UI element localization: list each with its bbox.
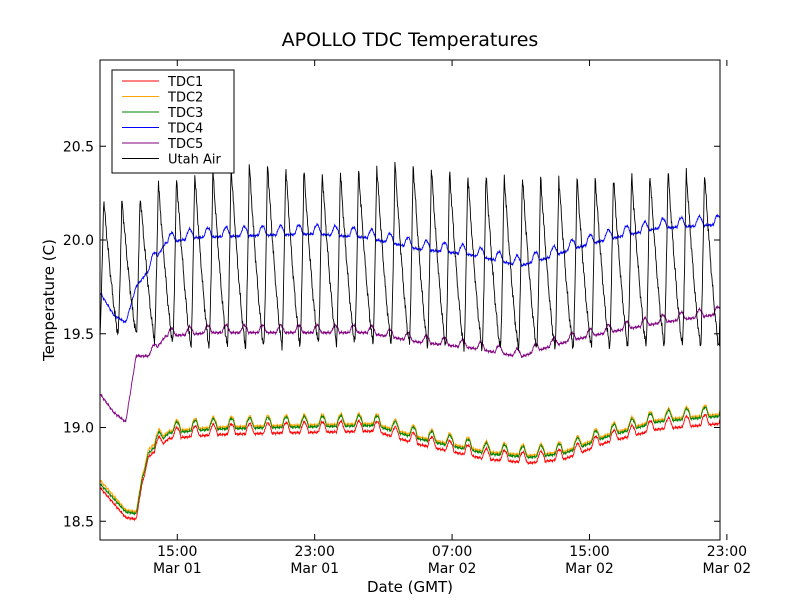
legend-label: TDC3 (167, 106, 203, 121)
x-tick-date-label: Mar 02 (703, 561, 752, 577)
legend-label: Utah Air (168, 153, 221, 168)
legend-box (111, 69, 235, 174)
x-tick-time-label: 15:00 (569, 544, 609, 560)
y-tick-label: 20.5 (63, 139, 94, 155)
y-tick-label: 19.0 (63, 421, 94, 437)
legend-label: TDC5 (167, 137, 203, 152)
x-tick-date-label: Mar 01 (290, 561, 339, 577)
x-tick-time-label: 23:00 (707, 544, 747, 560)
series-line-tdc3 (100, 406, 720, 516)
y-tick-label: 20.0 (63, 233, 94, 249)
x-tick-date-label: Mar 01 (153, 561, 202, 577)
legend-label: TDC2 (167, 91, 203, 106)
series-layer (100, 161, 720, 522)
series-line-tdc1 (100, 413, 720, 522)
y-tick-label: 19.5 (63, 327, 94, 343)
legend-label: TDC1 (167, 75, 203, 90)
plot-frame (99, 59, 721, 541)
y-tick-label: 18.5 (63, 514, 94, 530)
x-tick-time-label: 23:00 (295, 544, 335, 560)
x-tick-date-label: Mar 02 (428, 561, 477, 577)
series-line-tdc4 (100, 213, 720, 324)
x-tick-date-label: Mar 02 (565, 561, 614, 577)
x-tick-time-label: 07:00 (432, 544, 472, 560)
series-line-utah-air (100, 161, 720, 352)
legend-label: TDC4 (167, 122, 203, 137)
x-tick-time-label: 15:00 (157, 544, 197, 560)
x-axis-label: Date (GMT) (367, 578, 453, 596)
y-axis-label: Temperature (C) (40, 239, 58, 362)
chart-title: APOLLO TDC Temperatures (282, 29, 539, 51)
